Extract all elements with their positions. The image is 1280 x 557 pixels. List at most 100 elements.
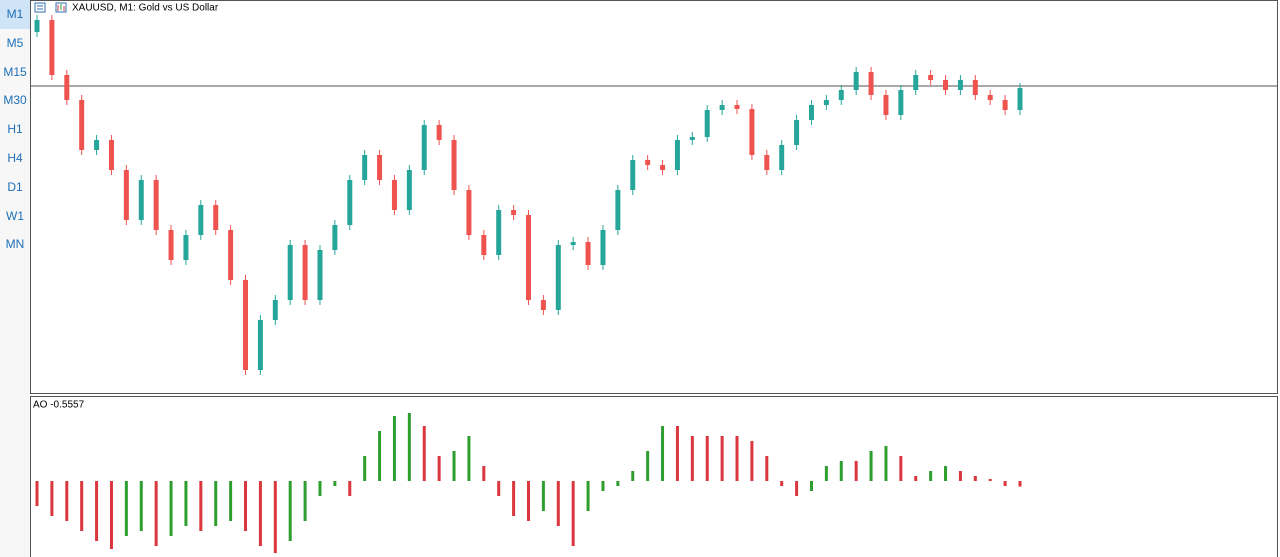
title-icons <box>34 2 67 13</box>
candle-body <box>332 225 338 250</box>
ao-bar <box>675 426 679 481</box>
candle-body <box>168 230 174 260</box>
ao-bar <box>750 441 754 481</box>
timeframe-button[interactable]: H1 <box>7 122 23 137</box>
ao-bar <box>735 436 739 481</box>
ao-bar <box>184 481 188 526</box>
ao-bar <box>288 481 292 541</box>
candle-body <box>228 230 234 280</box>
ao-bar <box>363 456 367 481</box>
indicator-label: AO -0.5557 <box>33 400 85 411</box>
candle-body <box>689 137 695 140</box>
candle-body <box>377 155 383 180</box>
ao-bar <box>273 481 277 553</box>
ao-bar <box>512 481 516 516</box>
candle-body <box>555 245 561 310</box>
ao-bar <box>571 481 575 546</box>
ao-bar <box>229 481 233 521</box>
timeframe-button[interactable]: D1 <box>7 179 23 194</box>
ao-bar <box>869 451 873 481</box>
candle-body <box>436 125 442 140</box>
candle-body <box>287 245 293 300</box>
candle-body <box>615 190 621 230</box>
ao-bar <box>899 456 903 481</box>
candle-body <box>496 210 502 255</box>
candle-body <box>943 80 949 90</box>
timeframe-button[interactable]: W1 <box>6 208 24 223</box>
candle-body <box>243 280 249 370</box>
candle-body <box>302 245 308 300</box>
ao-bar <box>765 456 769 481</box>
candle-body <box>868 72 874 95</box>
timeframe-bar: M1 M5 M15 M30 H1 H4 D1 W1 MN <box>0 0 30 557</box>
candle-body <box>108 140 114 170</box>
ao-bar <box>854 461 858 481</box>
ao-bar <box>109 481 113 549</box>
ao-bar <box>586 481 590 511</box>
candle-body <box>347 180 353 225</box>
candle-body <box>317 250 323 300</box>
ao-bar <box>199 481 203 531</box>
candle-body <box>704 110 710 137</box>
ao-bar <box>50 481 54 516</box>
candle-body <box>853 72 859 90</box>
candle-body <box>138 180 144 220</box>
ao-bar <box>80 481 84 531</box>
timeframe-button[interactable]: M1 <box>0 0 30 29</box>
ao-bar <box>616 481 620 486</box>
ao-bar <box>422 426 426 481</box>
ao-bar <box>214 481 218 526</box>
chart: XAUUSD, M1: Gold vs US Dollar AO -0.5557 <box>30 0 1278 557</box>
candle-body <box>823 100 829 105</box>
ao-bar <box>944 466 948 481</box>
ao-bar <box>1003 481 1007 486</box>
candle-body <box>794 120 800 145</box>
candle-body <box>511 210 517 215</box>
candle-body <box>898 90 904 115</box>
candle-body <box>421 125 427 170</box>
candle-body <box>123 170 129 220</box>
ao-bar <box>631 471 635 481</box>
ao-bar <box>1018 481 1022 487</box>
candle-body <box>570 242 576 245</box>
timeframe-button[interactable]: M15 <box>3 64 27 79</box>
ao-pane-border <box>30 396 1278 557</box>
ao-bar <box>601 481 605 491</box>
candle-body <box>272 300 278 320</box>
candle-body <box>987 95 993 100</box>
candle-body <box>779 145 785 170</box>
candle-body <box>34 20 40 32</box>
ao-bar <box>169 481 173 536</box>
candle-body <box>883 95 889 115</box>
candle-body <box>1002 100 1008 110</box>
ao-bar <box>407 413 411 481</box>
ao-bar <box>661 426 665 481</box>
ao-bar <box>437 456 441 481</box>
candle-body <box>540 300 546 310</box>
candle-body <box>183 235 189 260</box>
ao-bar <box>839 461 843 481</box>
ao-bar <box>497 481 501 496</box>
timeframe-button[interactable]: M5 <box>6 35 24 50</box>
ao-bar <box>646 451 650 481</box>
ao-bar <box>392 416 396 481</box>
candle-body <box>49 20 55 75</box>
candle-body <box>257 320 263 370</box>
timeframe-button[interactable]: M30 <box>3 93 27 108</box>
ao-bar <box>988 479 992 481</box>
timeframe-button[interactable]: MN <box>5 237 25 252</box>
ao-bar <box>884 446 888 481</box>
candle-body <box>64 75 70 100</box>
ao-bar <box>467 436 471 481</box>
ao-bar <box>244 481 248 531</box>
candle-body <box>153 180 159 230</box>
ao-bar <box>348 481 352 496</box>
candle-body <box>645 160 651 165</box>
timeframe-button[interactable]: H4 <box>7 150 23 165</box>
candle-body <box>972 80 978 95</box>
candle-body <box>94 140 100 150</box>
ao-bar <box>556 481 560 526</box>
ao-bar <box>690 436 694 481</box>
candle-body <box>808 105 814 120</box>
